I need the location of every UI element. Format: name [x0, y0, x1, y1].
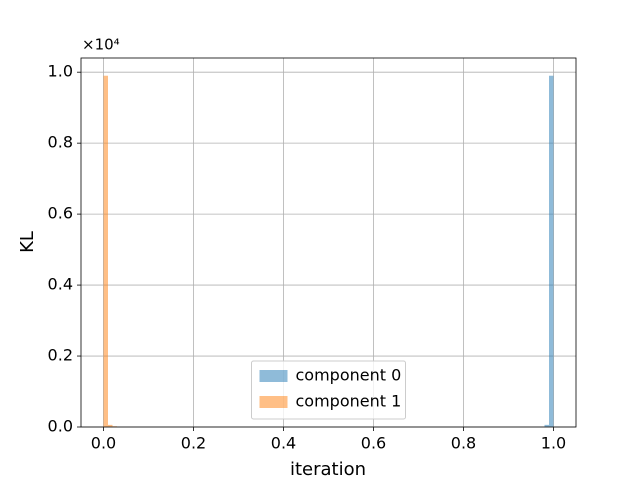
x-tick-label: 0.6: [361, 434, 386, 453]
y-tick-label: 0.2: [48, 346, 73, 365]
legend-label: component 0: [296, 366, 402, 385]
x-tick-label: 0.4: [271, 434, 296, 453]
y-tick-label: 0.4: [48, 275, 73, 294]
y-tick-label: 0.0: [48, 417, 73, 436]
x-tick-label: 1.0: [541, 434, 566, 453]
histogram-bar: [103, 75, 108, 427]
histogram-bar: [108, 424, 113, 427]
x-tick-label: 0.0: [91, 434, 116, 453]
x-tick-label: 0.2: [181, 434, 206, 453]
y-tick-label: 1.0: [48, 62, 73, 81]
histogram-bar: [549, 75, 554, 427]
plot-frame: [80, 57, 577, 428]
y-axis-label: KL: [17, 231, 38, 253]
histogram-bar: [544, 424, 549, 427]
y-tick-label: 0.8: [48, 133, 73, 152]
legend-swatch: [259, 396, 288, 408]
offset-label: ×10⁴: [82, 36, 120, 54]
legend-label: component 1: [296, 392, 402, 411]
x-axis-label: iteration: [290, 459, 366, 480]
legend-swatch: [259, 370, 288, 382]
legend-frame: [251, 360, 406, 420]
y-tick-label: 0.6: [48, 204, 73, 223]
legend: component 0 component 1: [251, 360, 406, 420]
x-tick-label: 0.8: [451, 434, 476, 453]
